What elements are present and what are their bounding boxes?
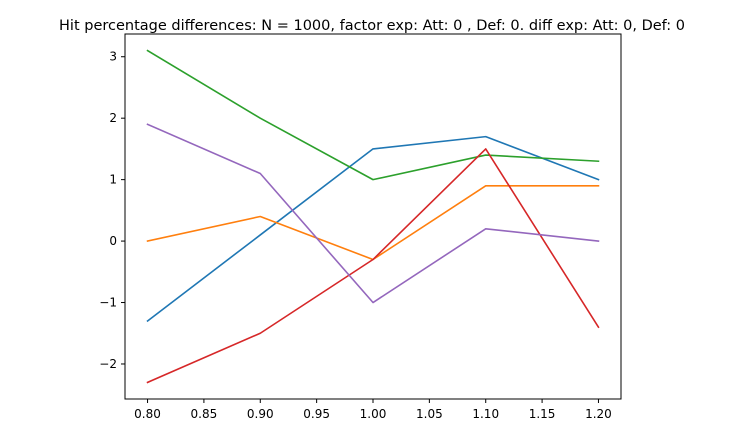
- series-line-1: [146, 135, 600, 323]
- x-tick-label: 0.90: [247, 407, 274, 421]
- y-tick-label: 0: [109, 234, 117, 248]
- series-line-2: [146, 184, 600, 261]
- chart-title: Hit percentage differences: N = 1000, fa…: [59, 18, 685, 34]
- y-tick-label: 2: [109, 111, 117, 125]
- x-tick-label: 1.20: [585, 407, 612, 421]
- series-line-4: [146, 148, 600, 384]
- plot-area-frame: [124, 33, 622, 400]
- y-tick-label: −1: [99, 296, 117, 310]
- x-tick-label: 0.95: [303, 407, 330, 421]
- y-tick-label: −2: [99, 357, 117, 371]
- y-tick-label: 1: [109, 173, 117, 187]
- series-layer: [146, 49, 600, 384]
- x-tick-label: 1.05: [416, 407, 443, 421]
- y-axis-ticks: −2 −1 0 1 2 3: [99, 50, 125, 371]
- x-tick-label: 1.00: [360, 407, 387, 421]
- x-axis-ticks: 0.80 0.85 0.90 0.95 1.00 1.05 1.10 1.15 1.20: [134, 399, 612, 421]
- series-line-5: [146, 123, 600, 304]
- x-tick-label: 1.10: [472, 407, 499, 421]
- y-tick-label: 3: [109, 50, 117, 64]
- x-tick-label: 1.15: [529, 407, 556, 421]
- x-tick-label: 0.85: [191, 407, 218, 421]
- x-tick-label: 0.80: [134, 407, 161, 421]
- series-line-3: [146, 49, 600, 181]
